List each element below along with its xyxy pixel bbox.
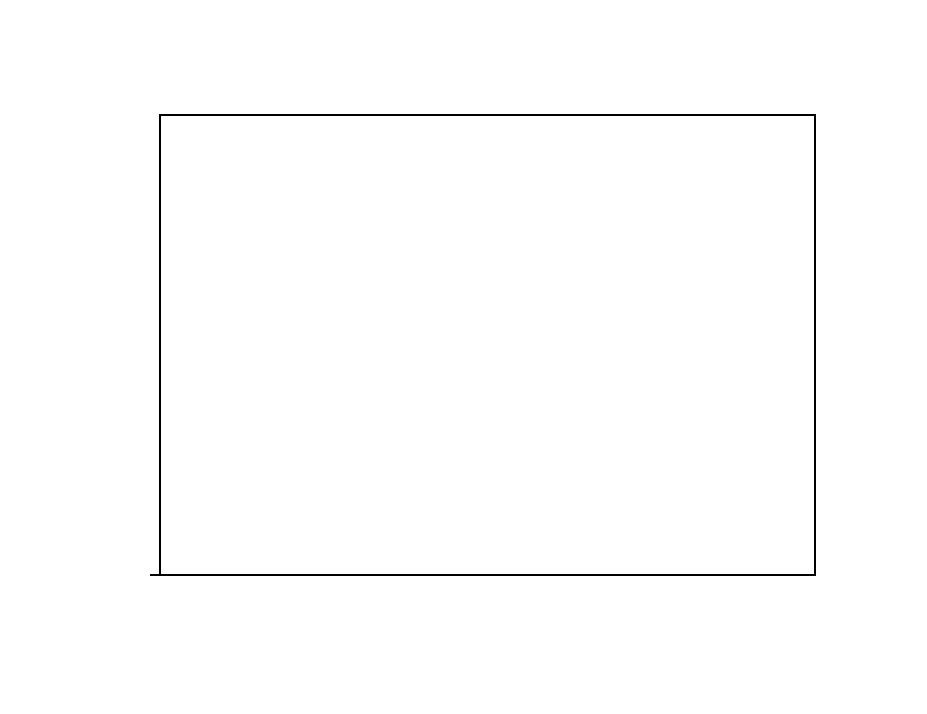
chart-svg xyxy=(0,0,927,714)
chart-bg xyxy=(0,0,927,714)
dose-response-chart xyxy=(0,0,927,714)
